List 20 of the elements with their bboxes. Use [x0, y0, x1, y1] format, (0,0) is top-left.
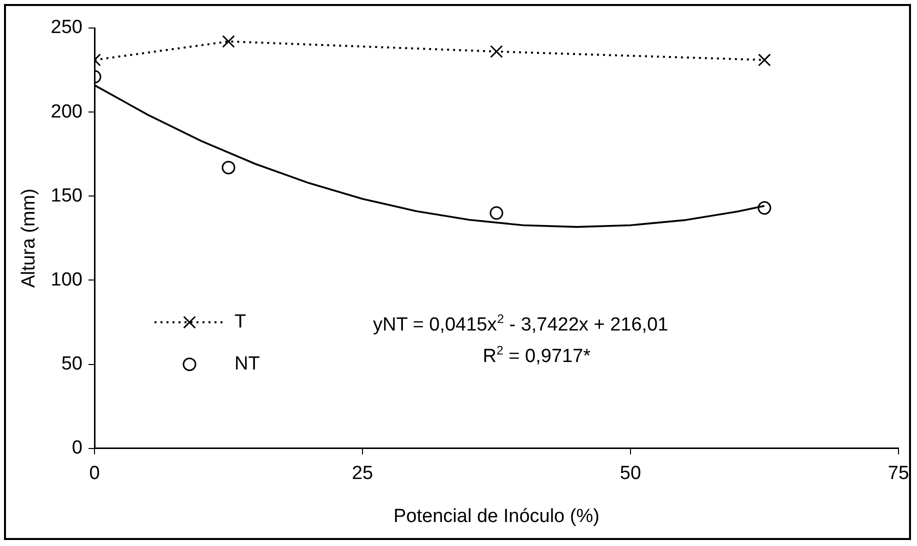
- y-tick-label: 100: [50, 269, 82, 290]
- legend-label: NT: [234, 354, 260, 375]
- point: [222, 160, 236, 174]
- y-tick-label: 0: [72, 438, 82, 459]
- point: [490, 206, 504, 220]
- point: [490, 45, 503, 58]
- x-tick-label: 25: [352, 463, 374, 484]
- x-axis-title: Potencial de Inóculo (%): [393, 506, 600, 527]
- legend-label: T: [234, 312, 246, 333]
- x-tick-label: 0: [89, 463, 100, 484]
- point: [758, 54, 771, 66]
- y-tick-label: 200: [50, 101, 82, 122]
- y-tick-label: 50: [61, 354, 82, 375]
- y-tick-label: 250: [50, 17, 82, 38]
- point: [222, 35, 235, 48]
- x-tick-label: 50: [620, 463, 642, 484]
- x-tick-label: 75: [888, 463, 910, 484]
- y-axis-title: Altura (mm): [18, 188, 40, 288]
- point: [758, 201, 772, 215]
- y-tick-label: 150: [50, 185, 82, 206]
